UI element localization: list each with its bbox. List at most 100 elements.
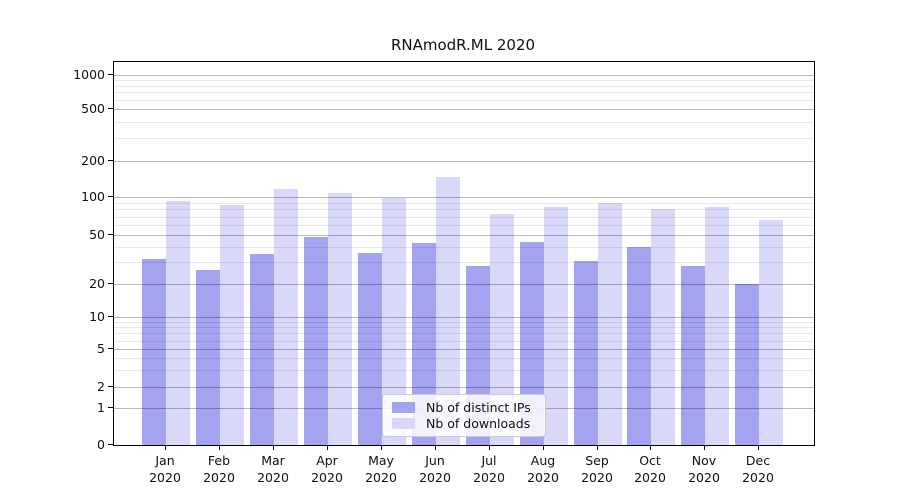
x-tick-label-aug: Aug 2020 — [527, 453, 559, 485]
bar-distinct-ips-feb — [196, 270, 220, 445]
legend-item-downloads: Nb of downloads — [392, 416, 536, 431]
y-tick-mark-1000 — [108, 74, 113, 75]
bar-downloads-jan — [166, 201, 190, 445]
x-tick-mark-oct — [650, 445, 651, 450]
gridlines-layer — [114, 62, 814, 445]
bar-downloads-nov — [705, 207, 729, 445]
bar-downloads-oct — [651, 209, 675, 445]
minor-gridline-3 — [114, 370, 814, 371]
x-tick-label-jan: Jan 2020 — [149, 453, 181, 485]
legend-label-distinct-ips: Nb of distinct IPs — [426, 400, 531, 415]
y-tick-mark-50 — [108, 234, 113, 235]
x-tick-mark-jan — [165, 445, 166, 450]
y-tick-mark-100 — [108, 196, 113, 197]
y-tick-label-1000: 1000 — [73, 67, 105, 82]
x-tick-mark-mar — [273, 445, 274, 450]
bar-distinct-ips-nov — [681, 266, 705, 445]
x-tick-mark-nov — [704, 445, 705, 450]
y-tick-mark-1 — [108, 407, 113, 408]
chart-title: RNAmodR.ML 2020 — [390, 36, 536, 54]
major-gridline-100 — [114, 197, 814, 198]
minor-gridline-70 — [114, 217, 814, 218]
x-tick-label-sep: Sep 2020 — [581, 453, 613, 485]
minor-gridline-900 — [114, 80, 814, 81]
legend-swatch-distinct-ips — [392, 402, 415, 413]
x-tick-label-mar: Mar 2020 — [257, 453, 289, 485]
x-tick-mark-dec — [758, 445, 759, 450]
legend-label-downloads: Nb of downloads — [426, 416, 531, 431]
y-tick-label-2: 2 — [97, 379, 105, 394]
x-tick-label-jul: Jul 2020 — [473, 453, 505, 485]
minor-gridline-90 — [114, 203, 814, 204]
x-tick-mark-may — [381, 445, 382, 450]
x-tick-mark-apr — [327, 445, 328, 450]
y-tick-mark-200 — [108, 160, 113, 161]
major-gridline-1000 — [114, 75, 814, 76]
y-tick-mark-5 — [108, 348, 113, 349]
x-tick-mark-jun — [435, 445, 436, 450]
x-tick-label-dec: Dec 2020 — [742, 453, 774, 485]
minor-gridline-30 — [114, 262, 814, 263]
x-tick-label-may: May 2020 — [365, 453, 397, 485]
minor-gridline-4 — [114, 358, 814, 359]
y-tick-mark-0 — [108, 444, 113, 445]
major-gridline-20 — [114, 284, 814, 285]
bar-downloads-dec — [759, 220, 783, 445]
y-tick-label-50: 50 — [89, 227, 105, 242]
y-tick-mark-2 — [108, 386, 113, 387]
major-gridline-10 — [114, 317, 814, 318]
plot-area: Nb of distinct IPs Nb of downloads — [113, 61, 815, 446]
x-tick-label-feb: Feb 2020 — [203, 453, 235, 485]
y-tick-mark-500 — [108, 108, 113, 109]
x-tick-mark-sep — [597, 445, 598, 450]
bar-downloads-sep — [598, 203, 622, 445]
bar-downloads-feb — [220, 205, 244, 445]
bar-distinct-ips-mar — [250, 254, 274, 445]
y-tick-label-20: 20 — [89, 276, 105, 291]
x-tick-label-jun: Jun 2020 — [419, 453, 451, 485]
x-tick-mark-aug — [543, 445, 544, 450]
minor-gridline-6 — [114, 341, 814, 342]
minor-gridline-600 — [114, 100, 814, 101]
minor-gridline-40 — [114, 247, 814, 248]
y-tick-label-100: 100 — [81, 189, 105, 204]
x-tick-label-oct: Oct 2020 — [634, 453, 666, 485]
minor-gridline-60 — [114, 225, 814, 226]
bar-downloads-mar — [274, 189, 298, 445]
legend-item-distinct-ips: Nb of distinct IPs — [392, 400, 536, 415]
major-gridline-5 — [114, 349, 814, 350]
y-tick-label-0: 0 — [97, 437, 105, 452]
minor-gridline-800 — [114, 86, 814, 87]
y-tick-label-200: 200 — [81, 153, 105, 168]
major-gridline-200 — [114, 161, 814, 162]
major-gridline-500 — [114, 109, 814, 110]
legend: Nb of distinct IPs Nb of downloads — [382, 394, 546, 437]
bar-distinct-ips-oct — [627, 247, 651, 445]
major-gridline-2 — [114, 387, 814, 388]
y-tick-label-5: 5 — [97, 341, 105, 356]
minor-gridline-300 — [114, 138, 814, 139]
y-tick-label-10: 10 — [89, 309, 105, 324]
bar-distinct-ips-jan — [142, 259, 166, 445]
bar-distinct-ips-sep — [574, 261, 598, 445]
x-tick-mark-feb — [219, 445, 220, 450]
bar-downloads-aug — [544, 207, 568, 445]
y-tick-label-1: 1 — [97, 400, 105, 415]
bar-distinct-ips-apr — [304, 237, 328, 445]
major-gridline-50 — [114, 235, 814, 236]
y-tick-mark-10 — [108, 316, 113, 317]
minor-gridline-9 — [114, 322, 814, 323]
bar-downloads-apr — [328, 193, 352, 445]
bar-distinct-ips-dec — [735, 284, 759, 445]
minor-gridline-80 — [114, 209, 814, 210]
minor-gridline-7 — [114, 333, 814, 334]
y-tick-mark-20 — [108, 283, 113, 284]
bar-distinct-ips-may — [358, 253, 382, 445]
minor-gridline-700 — [114, 92, 814, 93]
legend-swatch-downloads — [392, 418, 415, 429]
x-tick-label-nov: Nov 2020 — [688, 453, 720, 485]
minor-gridline-400 — [114, 122, 814, 123]
y-tick-label-500: 500 — [81, 101, 105, 116]
x-tick-label-apr: Apr 2020 — [311, 453, 343, 485]
